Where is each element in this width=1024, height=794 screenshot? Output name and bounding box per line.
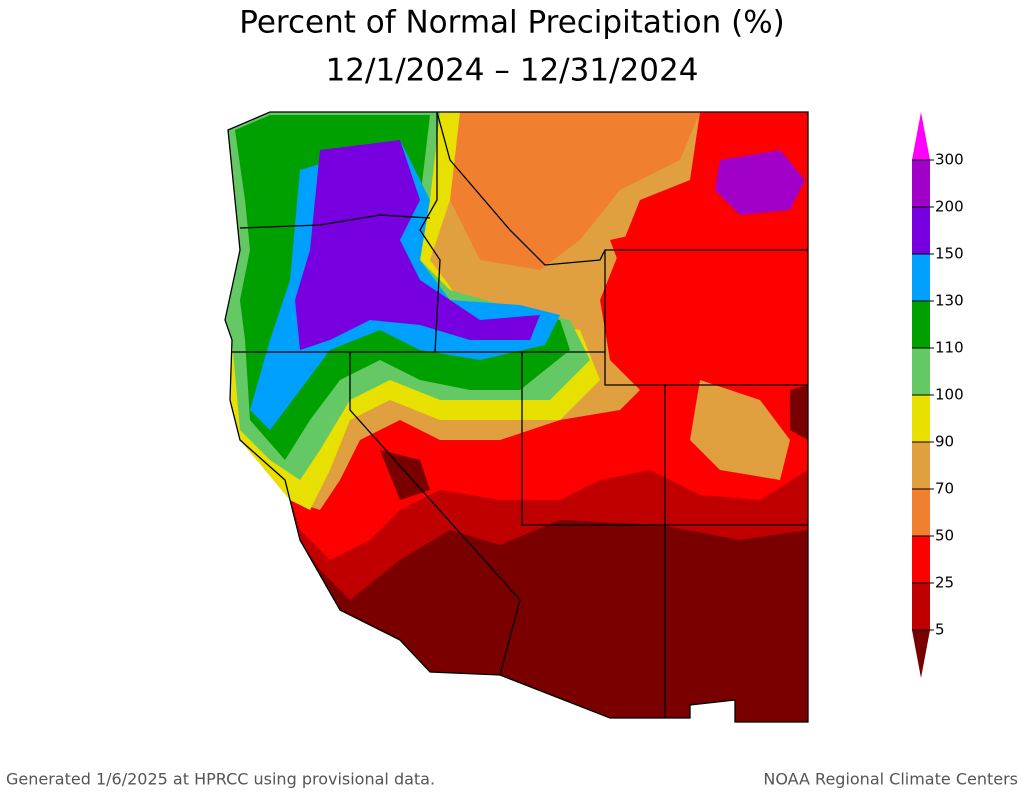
legend-swatch	[912, 160, 930, 207]
footer-left: Generated 1/6/2025 at HPRCC using provis…	[6, 770, 435, 789]
legend-swatch	[912, 442, 930, 489]
legend-swatch	[912, 536, 930, 583]
legend-label: 150	[935, 245, 964, 263]
footer-right: NOAA Regional Climate Centers	[763, 770, 1018, 789]
legend-swatch	[912, 583, 930, 630]
legend-label: 5	[935, 621, 945, 639]
legend-swatch	[912, 630, 930, 678]
legend-swatch	[912, 254, 930, 301]
region	[380, 450, 430, 500]
state-border	[232, 351, 808, 386]
legend-swatch	[912, 348, 930, 395]
legend-label: 110	[935, 339, 964, 357]
legend-label: 200	[935, 198, 964, 216]
legend-label: 50	[935, 527, 954, 545]
region	[610, 220, 805, 380]
legend-label: 70	[935, 480, 954, 498]
legend-label: 90	[935, 433, 954, 451]
region	[715, 150, 805, 215]
state-border	[239, 214, 431, 229]
title: Percent of Normal Precipitation (%)	[239, 5, 785, 41]
state-border	[521, 352, 808, 526]
state-border	[349, 352, 521, 676]
map	[224, 111, 809, 723]
legend-swatch	[912, 395, 930, 442]
legend-label: 25	[935, 574, 954, 592]
legend-swatch	[912, 207, 930, 254]
legend-swatch	[912, 301, 930, 348]
region	[690, 380, 790, 480]
region	[295, 140, 540, 350]
outline	[224, 111, 809, 723]
region	[790, 385, 808, 440]
legend-label: 130	[935, 292, 964, 310]
region	[450, 112, 700, 270]
legend-swatch	[912, 112, 930, 160]
state-border	[419, 112, 441, 353]
legend: 5 25 50 70 90 100 110 130 150 200 300	[912, 112, 964, 678]
legend-label: 300	[935, 151, 964, 169]
legend-label: 100	[935, 386, 964, 404]
legend-swatch	[912, 489, 930, 536]
subtitle: 12/1/2024 – 12/31/2024	[326, 53, 699, 89]
